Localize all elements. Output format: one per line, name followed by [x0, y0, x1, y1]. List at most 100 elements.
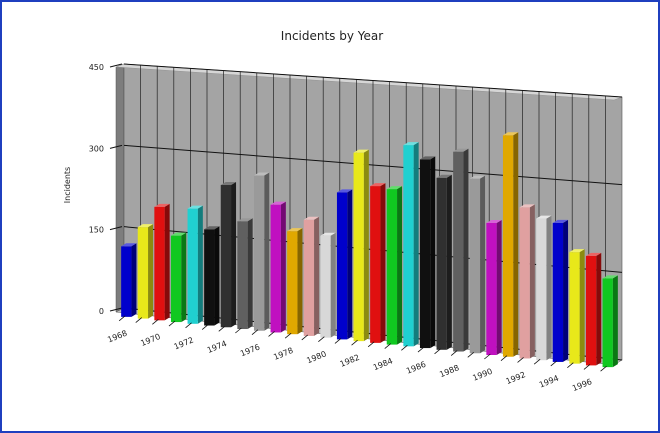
- x-tick-label: 1988: [438, 363, 460, 379]
- bar-1975: [235, 218, 253, 334]
- bar-side: [181, 232, 187, 323]
- bar-front: [320, 235, 331, 338]
- bar-top: [519, 204, 535, 208]
- bar-front: [336, 192, 348, 340]
- x-tick-mark: [517, 357, 524, 363]
- x-tick-label: 1984: [372, 356, 394, 372]
- bar-front: [137, 227, 149, 319]
- bar-front: [536, 218, 547, 361]
- x-tick-label: 1994: [538, 374, 560, 390]
- bar-1974: [218, 182, 237, 332]
- bar-1969: [135, 224, 154, 323]
- bar-1988: [450, 148, 469, 356]
- bar-1982: [351, 149, 369, 346]
- x-tick-label: 1990: [471, 367, 493, 383]
- bar-side: [164, 203, 170, 321]
- x-tick-mark: [185, 322, 192, 329]
- bar-side: [546, 215, 552, 361]
- bar-1989: [467, 175, 486, 358]
- y-tick-mark: [109, 226, 123, 231]
- bar-side: [496, 220, 502, 355]
- x-tick-mark: [583, 364, 591, 370]
- bar-top: [469, 175, 486, 179]
- bar-1979: [301, 216, 320, 341]
- x-tick-mark: [268, 331, 275, 337]
- bar-top: [486, 220, 502, 224]
- bar-1991: [500, 132, 519, 362]
- bar-side: [413, 142, 419, 347]
- x-tick-mark: [118, 315, 126, 322]
- x-tick-mark: [201, 324, 209, 330]
- y-tick-label: 150: [89, 226, 104, 235]
- bar-side: [131, 243, 137, 317]
- x-tick-mark: [417, 346, 425, 353]
- x-tick-label: 1986: [405, 360, 427, 376]
- bar-top: [270, 201, 286, 205]
- bar-top: [585, 252, 602, 256]
- bar-top: [336, 189, 353, 193]
- x-tick-label: 1996: [571, 377, 593, 393]
- x-tick-label: 1978: [272, 346, 294, 362]
- x-tick-label: 1982: [339, 353, 361, 369]
- bar-front: [602, 278, 613, 368]
- bar-top: [204, 226, 220, 230]
- bar-top: [403, 142, 419, 146]
- bar-front: [486, 223, 497, 355]
- x-tick-label: 1992: [505, 370, 527, 386]
- bar-1973: [201, 226, 220, 330]
- x-tick-mark: [467, 351, 475, 358]
- x-tick-mark: [450, 350, 458, 356]
- bar-side: [363, 149, 369, 342]
- bar-top: [320, 232, 336, 236]
- bar-front: [220, 185, 232, 328]
- chart-title: Incidents by Year: [281, 29, 383, 43]
- bar-top: [353, 149, 369, 153]
- x-tick-label: 1970: [139, 332, 161, 348]
- x-tick-label: 1972: [173, 335, 195, 351]
- x-tick-mark: [135, 317, 143, 323]
- x-tick-mark: [484, 353, 491, 360]
- bar-1995: [567, 249, 585, 368]
- bar-front: [154, 206, 165, 321]
- bar-side: [264, 172, 270, 331]
- bar-front: [519, 207, 530, 359]
- bar-top: [370, 183, 386, 187]
- bar-front: [253, 175, 265, 331]
- bar-1970: [152, 203, 170, 325]
- y-tick-label: 300: [89, 144, 104, 153]
- bar-side: [297, 228, 303, 335]
- y-axis-label: Incidents: [63, 167, 72, 203]
- x-tick-label: 1980: [305, 349, 327, 365]
- bar-front: [204, 229, 215, 326]
- bar-1992: [517, 204, 535, 363]
- bar-front: [270, 204, 281, 333]
- bar-top: [154, 203, 170, 207]
- bar-side: [563, 219, 569, 362]
- bar-side: [529, 204, 535, 359]
- bar-1977: [268, 201, 286, 337]
- bar-1980: [318, 232, 336, 342]
- x-tick-mark: [384, 343, 392, 349]
- bar-side: [463, 148, 469, 352]
- bar-side: [397, 186, 403, 345]
- bar-1976: [251, 172, 270, 336]
- x-tick-mark: [434, 348, 441, 355]
- bar-top: [287, 228, 303, 232]
- bar-front: [237, 221, 248, 329]
- bar-1990: [484, 220, 502, 360]
- y-tick-label: 450: [89, 63, 104, 72]
- x-tick-label: 1976: [239, 342, 261, 358]
- bar-1987: [434, 174, 452, 355]
- bar-front: [403, 145, 414, 347]
- x-tick-mark: [334, 338, 342, 344]
- bar-side: [579, 249, 585, 364]
- bar-side: [314, 216, 320, 336]
- bar-1968: [118, 243, 137, 322]
- bar-side: [347, 189, 353, 340]
- x-tick-label: 1968: [106, 329, 128, 345]
- x-tick-mark: [500, 355, 508, 362]
- x-tick-mark: [367, 341, 375, 348]
- bar-front: [170, 235, 182, 323]
- horizontal-gridline: [123, 63, 623, 98]
